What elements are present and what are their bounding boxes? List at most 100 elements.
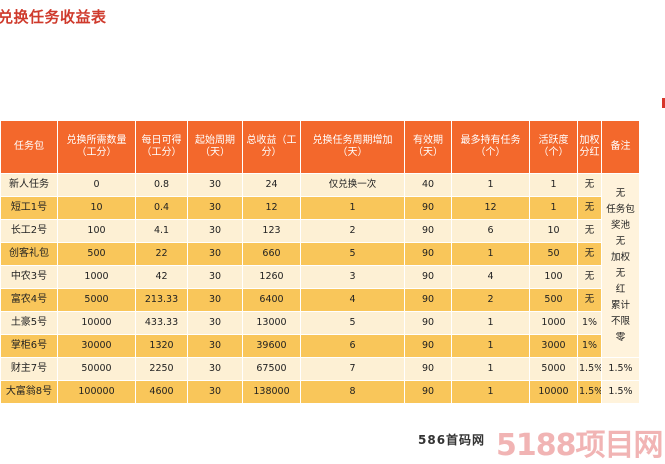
watermark-logo: 5188项目网: [496, 428, 663, 463]
remark-text: 无: [615, 235, 626, 247]
table-cell: 1: [451, 242, 530, 266]
table-cell: 1: [451, 334, 530, 358]
header-required: 兑换所需数量（工分）: [57, 120, 136, 174]
table-cell: 30: [187, 311, 243, 335]
table-header-row: 任务包 兑换所需数量（工分） 每日可得（工分） 起始周期（天） 总收益（工分） …: [0, 120, 640, 174]
remark-text: 红: [615, 283, 626, 295]
table-cell: 短工1号: [0, 196, 58, 220]
table-cell: 仅兑换一次: [300, 173, 405, 197]
header-dividend: 加权分红: [577, 120, 602, 174]
table-cell: 新人任务: [0, 173, 58, 197]
table-cell: 0.4: [135, 196, 188, 220]
table-cell: 12: [242, 196, 301, 220]
remark-text: 加权: [610, 251, 630, 263]
header-package: 任务包: [0, 120, 58, 174]
table-cell: 5: [300, 242, 405, 266]
table-cell: 6400: [242, 288, 301, 312]
table-cell: 10000: [529, 380, 578, 404]
table-cell: 90: [404, 288, 452, 312]
table-cell: 无: [577, 196, 602, 220]
table-cell: 1000: [529, 311, 578, 335]
header-activity: 活跃度（个）: [529, 120, 578, 174]
table-row: 富农4号 5000 213.33 30 6400 4 90 2 500 无: [0, 288, 640, 312]
table-cell: 10: [529, 219, 578, 243]
table-cell: 4600: [135, 380, 188, 404]
table-cell: 100: [57, 219, 136, 243]
table-cell: 1: [451, 173, 530, 197]
table-cell: 中农3号: [0, 265, 58, 289]
remark-text: 不限: [610, 315, 630, 327]
table-row: 新人任务 0 0.8 30 24 仅兑换一次 40 1 1 无无任务包 奖池无加权无红累计 不限零: [0, 173, 640, 358]
table-row: 长工2号 100 4.1 30 123 2 90 6 10 无: [0, 219, 640, 243]
table-cell: 土豪5号: [0, 311, 58, 335]
table-cell: 5000: [57, 288, 136, 312]
table-cell: 24: [242, 173, 301, 197]
table-cell: 90: [404, 242, 452, 266]
table-row: 大富翁8号 100000 4600 30 138000 8 90 1 10000 1.5% 1.5%: [0, 380, 640, 404]
table-cell: 50: [529, 242, 578, 266]
table-cell: 4.1: [135, 219, 188, 243]
table-cell: 5000: [529, 357, 578, 381]
table-cell: 1320: [135, 334, 188, 358]
page-title: 兑换任务收益表: [0, 8, 107, 26]
table-cell: 30: [187, 242, 243, 266]
table-cell: 6: [451, 219, 530, 243]
remark-text: 零: [615, 331, 626, 343]
table-cell: 10: [57, 196, 136, 220]
table-cell: 2250: [135, 357, 188, 381]
table-cell: 30: [187, 288, 243, 312]
table-cell: 0.8: [135, 173, 188, 197]
table-cell: 433.33: [135, 311, 188, 335]
table-cell: 138000: [242, 380, 301, 404]
table-cell: 30: [187, 380, 243, 404]
table-cell: 1: [529, 196, 578, 220]
table-cell: 39600: [242, 334, 301, 358]
header-max-hold: 最多持有任务（个）: [451, 120, 530, 174]
table-cell: 1000: [57, 265, 136, 289]
table-cell: 1: [451, 357, 530, 381]
table-cell: 无: [577, 265, 602, 289]
table-cell: 1%: [577, 334, 602, 358]
table-cell: 掌柜6号: [0, 334, 58, 358]
table-cell: 30: [187, 357, 243, 381]
table-cell: 30: [187, 334, 243, 358]
table-cell: 大富翁8号: [0, 380, 58, 404]
table-cell: 1: [451, 380, 530, 404]
table-cell: 123: [242, 219, 301, 243]
table-cell: 22: [135, 242, 188, 266]
remark-text: 无: [615, 187, 626, 199]
table-cell: 创客礼包: [0, 242, 58, 266]
table-cell: 1260: [242, 265, 301, 289]
table-cell: 12: [451, 196, 530, 220]
table-cell: 13000: [242, 311, 301, 335]
table-cell: 4: [451, 265, 530, 289]
table-cell: 1: [451, 311, 530, 335]
table-cell: 67500: [242, 357, 301, 381]
remark-text: 奖池: [610, 219, 630, 231]
table-cell: 100000: [57, 380, 136, 404]
remark-text: 累计: [610, 299, 630, 311]
table-cell: 1: [529, 173, 578, 197]
table-cell: 2: [300, 219, 405, 243]
table-row: 掌柜6号 30000 1320 30 39600 6 90 1 3000 1%: [0, 334, 640, 358]
table-cell: 30: [187, 219, 243, 243]
table-row: 创客礼包 500 22 30 660 5 90 1 50 无: [0, 242, 640, 266]
table-cell: 30: [187, 173, 243, 197]
header-total: 总收益（工分）: [242, 120, 301, 174]
table-cell: 500: [529, 288, 578, 312]
table-cell: 100: [529, 265, 578, 289]
table-cell: 2: [451, 288, 530, 312]
table-cell: 90: [404, 265, 452, 289]
table-cell: 无: [577, 288, 602, 312]
table-cell: 长工2号: [0, 219, 58, 243]
reward-table: 任务包 兑换所需数量（工分） 每日可得（工分） 起始周期（天） 总收益（工分） …: [0, 120, 640, 404]
header-daily: 每日可得（工分）: [135, 120, 188, 174]
table-cell: 90: [404, 334, 452, 358]
table-cell: 30: [187, 196, 243, 220]
remark-cell: 1.5%: [601, 357, 640, 381]
table-cell: 40: [404, 173, 452, 197]
table-cell: 0: [57, 173, 136, 197]
table-cell: 7: [300, 357, 405, 381]
table-cell: 无: [577, 242, 602, 266]
table-cell: 6: [300, 334, 405, 358]
